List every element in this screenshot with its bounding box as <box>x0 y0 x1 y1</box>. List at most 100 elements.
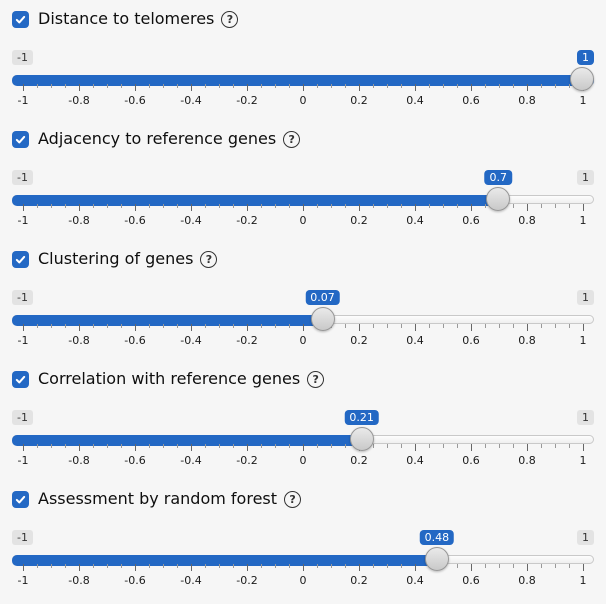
slider-value-badge: 0.7 <box>484 170 513 185</box>
slider-track[interactable] <box>12 195 594 206</box>
minor-tick <box>401 324 402 328</box>
slider[interactable]: -1 1 0.7 -1 -0.8 -0.6 -0.4 -0.2 0 0.2 0.4 0.6 0.8… <box>12 170 594 236</box>
minor-tick <box>401 444 402 448</box>
tick-label: 0.2 <box>350 574 368 587</box>
minor-tick <box>443 324 444 328</box>
tick-label: -1 <box>17 454 29 467</box>
major-tick <box>527 564 528 571</box>
minor-tick <box>513 564 514 568</box>
help-icon[interactable]: ? <box>307 370 325 388</box>
minor-tick <box>513 84 514 88</box>
slider-handle[interactable] <box>424 547 449 571</box>
slider-value-badge: 0.07 <box>305 290 340 305</box>
major-tick <box>191 324 192 331</box>
tick-label: -0.2 <box>236 334 258 347</box>
help-icon[interactable]: ? <box>283 130 301 148</box>
minor-tick <box>275 84 276 88</box>
minor-tick <box>345 204 346 208</box>
minor-tick <box>555 564 556 568</box>
slider-handle[interactable] <box>349 427 374 451</box>
checkbox[interactable] <box>12 370 29 388</box>
tick-label: -0.8 <box>68 94 90 107</box>
minor-tick <box>233 564 234 568</box>
slider-track[interactable] <box>12 75 594 86</box>
slider-handle[interactable] <box>310 307 335 331</box>
minor-tick <box>177 204 178 208</box>
minor-tick <box>499 324 500 328</box>
slider-fill <box>12 315 324 326</box>
tick-label: 0.6 <box>462 454 480 467</box>
minor-tick <box>205 324 206 328</box>
slider-grid: -1 -0.8 -0.6 -0.4 -0.2 0 0.2 0.4 0.6 0.8 1 <box>18 204 587 234</box>
slider[interactable]: -1 1 0.48 -1 -0.8 -0.6 -0.4 -0.2 0 0.2 0.4 0.6 0.… <box>12 530 594 596</box>
major-tick <box>415 444 416 451</box>
major-tick <box>191 564 192 571</box>
minor-tick <box>457 204 458 208</box>
tick-label: 0.8 <box>518 94 536 107</box>
slider-min-label: -1 <box>12 410 33 425</box>
slider-label: Assessment by random forest <box>38 489 278 508</box>
minor-tick <box>555 444 556 448</box>
minor-tick <box>457 444 458 448</box>
slider-fill <box>12 195 499 206</box>
minor-tick <box>65 564 66 568</box>
minor-tick <box>387 84 388 88</box>
tick-label: 0.6 <box>462 94 480 107</box>
major-tick <box>247 84 248 91</box>
slider-grid: -1 -0.8 -0.6 -0.4 -0.2 0 0.2 0.4 0.6 0.8 1 <box>18 324 587 354</box>
tick-label: -0.2 <box>236 94 258 107</box>
slider-grid: -1 -0.8 -0.6 -0.4 -0.2 0 0.2 0.4 0.6 0.8 1 <box>18 564 587 594</box>
major-tick <box>471 564 472 571</box>
tick-label: 0.4 <box>406 334 424 347</box>
minor-tick <box>51 84 52 88</box>
major-tick <box>247 564 248 571</box>
major-tick <box>79 324 80 331</box>
tick-label: -0.4 <box>180 334 202 347</box>
checkbox[interactable] <box>12 490 29 508</box>
tick-label: -0.8 <box>68 574 90 587</box>
minor-tick <box>275 444 276 448</box>
major-tick <box>135 444 136 451</box>
slider[interactable]: -1 1 1 -1 -0.8 -0.6 -0.4 -0.2 0 0.2 0.4 0.6 0.8 1 <box>12 50 594 116</box>
minor-tick <box>93 564 94 568</box>
minor-tick <box>205 204 206 208</box>
check-icon <box>15 495 26 503</box>
minor-tick <box>331 444 332 448</box>
checkbox[interactable] <box>12 250 29 268</box>
minor-tick <box>401 564 402 568</box>
minor-tick <box>37 444 38 448</box>
minor-tick <box>121 84 122 88</box>
slider-track[interactable] <box>12 435 594 446</box>
slider[interactable]: -1 1 0.07 -1 -0.8 -0.6 -0.4 -0.2 0 0.2 0.4 0.6 0.… <box>12 290 594 356</box>
help-icon[interactable]: ? <box>221 10 239 28</box>
major-tick <box>471 204 472 211</box>
checkbox[interactable] <box>12 130 29 148</box>
minor-tick <box>51 204 52 208</box>
minor-tick <box>499 444 500 448</box>
minor-tick <box>345 444 346 448</box>
tick-label: 1 <box>579 334 587 347</box>
minor-tick <box>317 564 318 568</box>
minor-tick <box>219 564 220 568</box>
slider-label: Adjacency to reference genes <box>38 129 277 148</box>
slider-track[interactable] <box>12 315 594 326</box>
minor-tick <box>275 324 276 328</box>
minor-tick <box>457 564 458 568</box>
slider-handle[interactable] <box>570 67 594 91</box>
help-icon[interactable]: ? <box>284 490 302 508</box>
slider-handle[interactable] <box>486 187 511 211</box>
minor-tick <box>205 564 206 568</box>
help-icon[interactable]: ? <box>200 250 218 268</box>
checkbox[interactable] <box>12 10 29 28</box>
major-tick <box>527 324 528 331</box>
major-tick <box>303 324 304 331</box>
slider-track[interactable] <box>12 555 594 566</box>
tick-label: 0 <box>299 94 307 107</box>
minor-tick <box>373 84 374 88</box>
minor-tick <box>177 444 178 448</box>
minor-tick <box>387 204 388 208</box>
tick-label: -0.8 <box>68 454 90 467</box>
slider[interactable]: -1 1 0.21 -1 -0.8 -0.6 -0.4 -0.2 0 0.2 0.4 0.6 0.… <box>12 410 594 476</box>
slider-block: Assessment by random forest ? -1 1 0.48 … <box>0 480 606 600</box>
minor-tick <box>163 444 164 448</box>
